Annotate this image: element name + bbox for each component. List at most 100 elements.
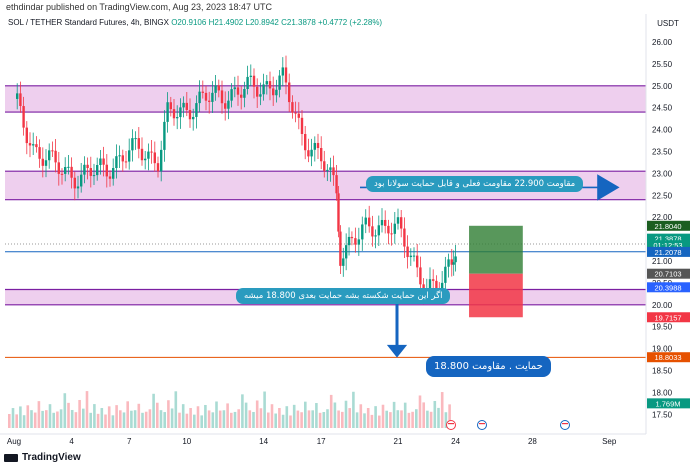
candle-body — [80, 174, 83, 187]
candle-body — [357, 239, 361, 245]
candle-body — [172, 109, 176, 119]
support-note[interactable]: 18.800 حمایت . مقاومت — [426, 356, 551, 377]
candle-body — [67, 166, 70, 168]
candle-body — [310, 149, 313, 157]
price-label-box — [647, 240, 690, 251]
candle-body — [28, 143, 32, 146]
volume-bar — [381, 404, 385, 428]
volume-bar — [274, 413, 277, 428]
volume-bar — [344, 400, 348, 428]
event-flag-stripe — [562, 423, 568, 425]
volume-bar — [141, 412, 144, 428]
volume-bar — [281, 414, 285, 428]
candle-body — [112, 168, 115, 179]
candle-body — [240, 94, 243, 98]
candle-body — [342, 258, 345, 266]
candle-body — [156, 163, 160, 172]
candle-body — [291, 102, 294, 113]
volume-bar — [370, 414, 374, 428]
candle-body — [224, 103, 227, 109]
volume-bar — [122, 412, 126, 428]
volume-bar — [185, 413, 189, 428]
volume-bar — [233, 411, 237, 428]
candle-body — [188, 109, 192, 120]
candle-body — [214, 85, 217, 93]
volume-bar — [230, 412, 233, 428]
candle-body — [227, 100, 230, 109]
volume-bar — [56, 411, 59, 428]
candle-body — [384, 219, 387, 226]
volume-bar — [322, 412, 326, 428]
candle-body — [307, 150, 310, 157]
breakdown-note[interactable]: اگر این حمایت شکسته بشه حمایت بعدی 18.80… — [236, 288, 451, 304]
volume-bar — [156, 402, 159, 428]
time-tick-label: 7 — [127, 437, 132, 446]
candle-body — [185, 102, 188, 110]
candle-body — [371, 226, 374, 237]
candle-body — [297, 113, 300, 118]
candle-body — [396, 217, 400, 224]
high-value: H21.4902 — [208, 18, 244, 27]
volume-bar — [244, 402, 248, 428]
candle-body — [320, 148, 323, 162]
price-label-box — [647, 220, 690, 231]
price-tick-label: 18.50 — [652, 367, 673, 376]
volume-bar — [52, 412, 55, 428]
candle-body — [22, 106, 25, 128]
volume-bar — [307, 410, 311, 428]
candle-body — [48, 150, 51, 161]
resistance-note[interactable]: مقاومت 22.900 مقاومت فعلی و قابل حمایت س… — [366, 176, 584, 192]
volume-bar — [378, 415, 381, 428]
candle-body — [435, 280, 438, 293]
price-tick-label: 20.00 — [652, 301, 673, 310]
candle-body — [60, 173, 64, 175]
candle-body — [454, 256, 457, 263]
volume-bar — [193, 414, 196, 428]
volume-bar — [326, 409, 329, 428]
price-label-box — [647, 246, 690, 257]
volume-bar — [241, 394, 244, 428]
price-tick-label: 24.00 — [652, 126, 673, 135]
price-tick-label: 17.50 — [652, 410, 673, 419]
volume-bar — [207, 410, 211, 428]
volume-bar — [8, 414, 11, 428]
volume-bar — [104, 414, 107, 428]
price-tick-label: 23.00 — [652, 169, 673, 178]
candle-body — [128, 150, 131, 162]
volume-bar — [433, 400, 437, 428]
stop-loss-box — [469, 273, 523, 318]
brand-label: TradingView — [22, 452, 81, 463]
candle-body — [217, 85, 220, 91]
price-chart[interactable]: USDT17.5018.0018.5019.0019.5020.0020.502… — [0, 14, 690, 448]
candle-body — [105, 164, 108, 177]
price-tick-label: 18.00 — [652, 388, 673, 397]
candle-body — [354, 238, 357, 245]
volume-bar — [296, 410, 300, 428]
candle-body — [99, 158, 102, 166]
publish-bar: ethdindar published on TradingView.com, … — [0, 0, 690, 14]
time-tick-label: 28 — [528, 437, 537, 446]
volume-bar — [400, 410, 403, 428]
candle-body — [406, 246, 409, 258]
volume-bar — [26, 405, 30, 428]
price-label-text: 01:12:53 — [653, 241, 682, 250]
volume-bar — [267, 412, 270, 428]
volume-bar — [403, 402, 407, 428]
volume-bar — [374, 406, 377, 428]
volume-bar — [133, 410, 137, 428]
volume-bar — [348, 408, 351, 428]
price-label-text: 20.7103 — [654, 270, 681, 279]
candle-body — [76, 186, 80, 189]
candle-body — [419, 267, 422, 285]
volume-bar — [170, 408, 174, 428]
volume-bar — [85, 391, 89, 428]
candle-body — [332, 167, 335, 176]
volume-bar — [385, 410, 388, 428]
candle-body — [265, 81, 268, 85]
volume-bar — [359, 404, 363, 428]
time-tick-label: 4 — [69, 437, 74, 446]
volume-bar — [218, 410, 222, 428]
candle-body — [284, 67, 288, 83]
candle-body — [412, 255, 416, 257]
candle-body — [51, 150, 54, 152]
